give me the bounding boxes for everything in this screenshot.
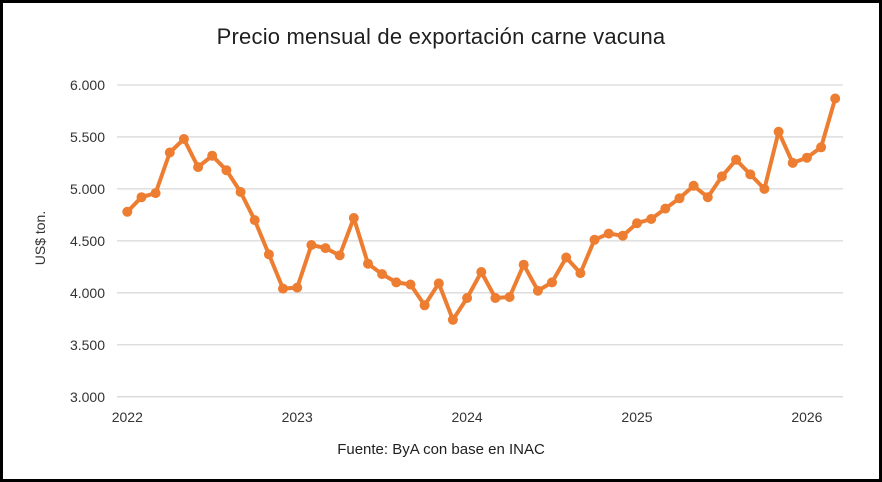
data-point-marker (334, 250, 345, 261)
data-point-marker (348, 213, 359, 223)
y-tick-label: 3.000 (69, 388, 105, 405)
data-point-marker (575, 268, 586, 279)
data-point-marker (320, 243, 331, 254)
data-point-marker (561, 252, 572, 263)
data-point-marker (716, 171, 727, 182)
data-point-marker (646, 214, 657, 224)
data-point-marker (603, 228, 614, 239)
y-tick-label: 3.500 (69, 336, 105, 353)
data-point-marker (178, 134, 189, 144)
data-point-marker (688, 180, 699, 191)
data-point-marker (405, 279, 416, 290)
data-point-marker (419, 300, 430, 311)
data-point-marker (773, 126, 784, 137)
data-point-marker (193, 162, 204, 173)
data-point-marker (632, 218, 642, 229)
data-point-marker (787, 157, 798, 168)
data-point-marker (490, 293, 501, 303)
data-point-marker (702, 192, 713, 203)
data-point-marker (447, 314, 458, 325)
data-point-marker (801, 152, 812, 163)
data-point-marker (391, 277, 402, 288)
data-point-marker (363, 258, 373, 269)
price-line (125, 96, 838, 322)
data-point-marker (547, 277, 557, 288)
y-tick-label: 5.000 (69, 180, 105, 197)
data-point-marker (589, 234, 600, 245)
data-point-marker (150, 188, 161, 199)
data-point-marker (122, 206, 133, 217)
data-point-marker (377, 269, 388, 280)
data-point-marker (617, 230, 628, 241)
data-point-marker (532, 285, 543, 296)
x-tick-label: 2023 (281, 409, 313, 425)
data-point-marker (518, 259, 529, 270)
data-point-marker (660, 203, 671, 214)
x-tick-label: 2024 (451, 409, 483, 425)
y-tick-label: 4.000 (69, 284, 105, 301)
data-point-marker (462, 293, 473, 303)
data-point-marker (249, 215, 260, 226)
data-point-marker (164, 147, 175, 158)
data-point-marker (306, 240, 317, 250)
data-point-marker (731, 154, 742, 165)
x-tick-label: 2022 (111, 409, 143, 425)
source-note: Fuente: ByA con base en INAC (337, 441, 545, 458)
data-point-marker (745, 169, 756, 180)
x-tick-label: 2026 (791, 409, 823, 425)
data-point-marker (292, 282, 303, 293)
y-tick-label: 4.500 (69, 232, 105, 249)
y-tick-label: 5.500 (69, 128, 105, 145)
x-tick-label: 2025 (621, 409, 653, 425)
data-point-marker (816, 142, 827, 153)
data-point-marker (263, 249, 274, 260)
data-point-marker (221, 165, 232, 176)
chart-title: Precio mensual de exportación carne vacu… (216, 24, 666, 49)
data-point-marker (136, 192, 147, 203)
data-point-marker (278, 283, 288, 294)
data-point-marker (476, 267, 487, 277)
data-point-marker (504, 292, 515, 302)
data-point-marker (235, 187, 246, 197)
data-point-marker (433, 278, 444, 289)
data-point-marker (759, 183, 770, 194)
data-point-marker (674, 193, 685, 204)
y-tick-label: 6.000 (69, 77, 105, 93)
data-point-marker (207, 150, 218, 161)
data-point-marker (830, 93, 841, 104)
